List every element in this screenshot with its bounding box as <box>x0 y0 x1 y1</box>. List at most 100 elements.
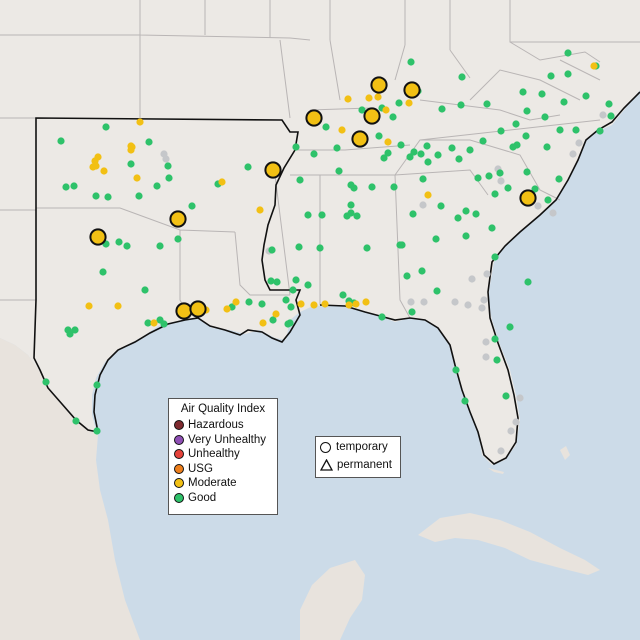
station-marker-good[interactable] <box>70 182 78 190</box>
station-marker-good[interactable] <box>572 126 580 134</box>
station-marker-good[interactable] <box>57 137 65 145</box>
station-marker-good[interactable] <box>418 267 426 275</box>
station-marker-nodata[interactable] <box>516 394 524 402</box>
station-marker-good[interactable] <box>462 232 470 240</box>
station-marker-good[interactable] <box>71 326 79 334</box>
station-marker-nodata[interactable] <box>512 418 520 426</box>
station-marker-nodata[interactable] <box>420 298 428 306</box>
station-marker-good[interactable] <box>123 242 131 250</box>
station-marker-nodata[interactable] <box>162 155 170 163</box>
station-marker-good[interactable] <box>419 175 427 183</box>
station-marker-good[interactable] <box>491 190 499 198</box>
station-marker-good[interactable] <box>493 356 501 364</box>
temporary-monitor-moderate[interactable] <box>305 109 323 127</box>
station-marker-good[interactable] <box>461 397 469 405</box>
station-marker-moderate[interactable] <box>424 191 432 199</box>
station-marker-good[interactable] <box>564 70 572 78</box>
station-marker-moderate[interactable] <box>232 298 240 306</box>
station-marker-good[interactable] <box>292 143 300 151</box>
station-marker-nodata[interactable] <box>407 298 415 306</box>
station-marker-good[interactable] <box>538 90 546 98</box>
station-marker-nodata[interactable] <box>534 202 542 210</box>
station-marker-nodata[interactable] <box>419 201 427 209</box>
station-marker-nodata[interactable] <box>483 270 491 278</box>
station-marker-good[interactable] <box>62 183 70 191</box>
station-marker-good[interactable] <box>144 319 152 327</box>
station-marker-good[interactable] <box>292 276 300 284</box>
station-marker-good[interactable] <box>188 202 196 210</box>
station-marker-good[interactable] <box>491 335 499 343</box>
station-marker-nodata[interactable] <box>482 353 490 361</box>
station-marker-good[interactable] <box>543 143 551 151</box>
station-marker-moderate[interactable] <box>338 126 346 134</box>
station-marker-nodata[interactable] <box>497 177 505 185</box>
station-marker-nodata[interactable] <box>451 298 459 306</box>
station-marker-nodata[interactable] <box>468 275 476 283</box>
station-marker-good[interactable] <box>304 211 312 219</box>
temporary-monitor-moderate[interactable] <box>519 189 537 207</box>
station-marker-good[interactable] <box>244 163 252 171</box>
station-marker-good[interactable] <box>268 246 276 254</box>
station-marker-good[interactable] <box>605 100 613 108</box>
station-marker-moderate[interactable] <box>94 153 102 161</box>
station-marker-good[interactable] <box>564 49 572 57</box>
station-marker-good[interactable] <box>164 162 172 170</box>
station-marker-good[interactable] <box>160 320 168 328</box>
station-marker-nodata[interactable] <box>569 150 577 158</box>
station-marker-moderate[interactable] <box>136 118 144 126</box>
station-marker-good[interactable] <box>396 241 404 249</box>
station-marker-moderate[interactable] <box>218 178 226 186</box>
station-marker-good[interactable] <box>457 101 465 109</box>
station-marker-good[interactable] <box>502 392 510 400</box>
station-marker-nodata[interactable] <box>575 139 583 147</box>
station-marker-good[interactable] <box>512 120 520 128</box>
station-marker-good[interactable] <box>434 151 442 159</box>
temporary-monitor-moderate[interactable] <box>175 302 193 320</box>
station-marker-good[interactable] <box>72 417 80 425</box>
station-marker-moderate[interactable] <box>345 301 353 309</box>
station-marker-good[interactable] <box>282 296 290 304</box>
station-marker-good[interactable] <box>544 196 552 204</box>
station-marker-good[interactable] <box>156 242 164 250</box>
station-marker-good[interactable] <box>93 381 101 389</box>
station-marker-good[interactable] <box>102 123 110 131</box>
station-marker-moderate[interactable] <box>85 302 93 310</box>
station-marker-good[interactable] <box>417 150 425 158</box>
station-marker-moderate[interactable] <box>127 146 135 154</box>
station-marker-good[interactable] <box>350 184 358 192</box>
station-marker-moderate[interactable] <box>259 319 267 327</box>
station-marker-good[interactable] <box>432 235 440 243</box>
station-marker-good[interactable] <box>322 123 330 131</box>
station-marker-moderate[interactable] <box>114 302 122 310</box>
station-marker-good[interactable] <box>165 174 173 182</box>
station-marker-good[interactable] <box>407 58 415 66</box>
station-marker-moderate[interactable] <box>272 310 280 318</box>
station-marker-good[interactable] <box>483 100 491 108</box>
station-marker-moderate[interactable] <box>297 300 305 308</box>
station-marker-good[interactable] <box>284 320 292 328</box>
station-marker-good[interactable] <box>547 72 555 80</box>
station-marker-good[interactable] <box>556 126 564 134</box>
station-marker-good[interactable] <box>66 330 74 338</box>
station-marker-good[interactable] <box>506 323 514 331</box>
station-marker-nodata[interactable] <box>482 338 490 346</box>
station-marker-moderate[interactable] <box>321 300 329 308</box>
station-marker-good[interactable] <box>560 98 568 106</box>
station-marker-nodata[interactable] <box>599 111 607 119</box>
station-marker-good[interactable] <box>389 113 397 121</box>
station-marker-good[interactable] <box>141 286 149 294</box>
station-marker-moderate[interactable] <box>310 301 318 309</box>
station-marker-good[interactable] <box>104 193 112 201</box>
station-marker-moderate[interactable] <box>133 174 141 182</box>
station-marker-good[interactable] <box>295 243 303 251</box>
station-marker-good[interactable] <box>409 210 417 218</box>
station-marker-good[interactable] <box>472 210 480 218</box>
station-marker-good[interactable] <box>504 184 512 192</box>
station-marker-good[interactable] <box>384 149 392 157</box>
station-marker-good[interactable] <box>343 212 351 220</box>
station-marker-moderate[interactable] <box>365 94 373 102</box>
station-marker-good[interactable] <box>347 201 355 209</box>
station-marker-moderate[interactable] <box>382 106 390 114</box>
station-marker-good[interactable] <box>99 268 107 276</box>
temporary-monitor-moderate[interactable] <box>370 76 388 94</box>
